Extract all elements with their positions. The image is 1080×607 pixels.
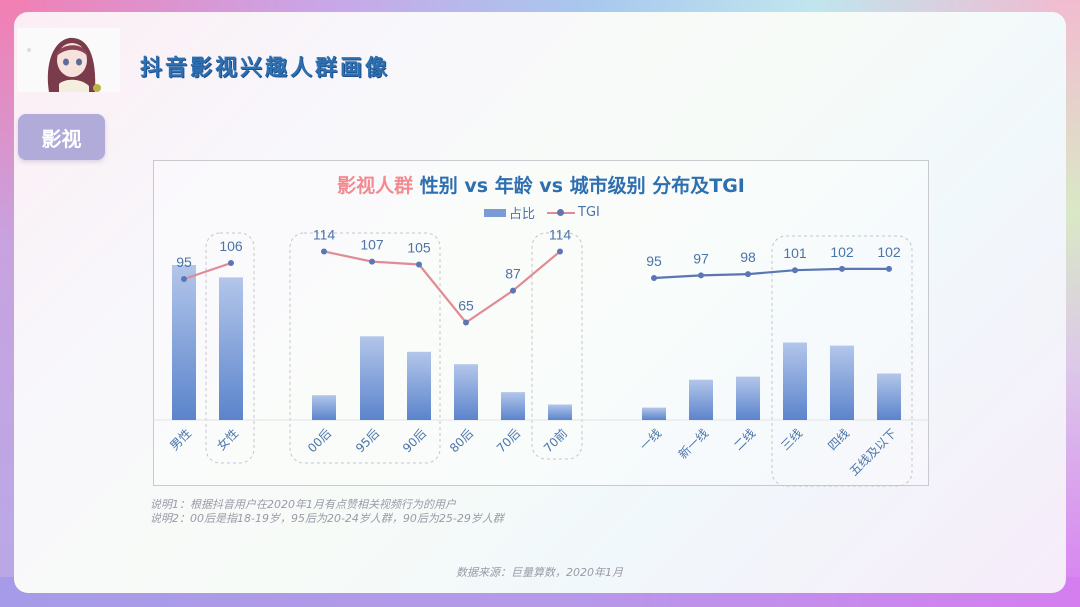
avatar-illustration-icon [17, 28, 120, 92]
svg-text:102: 102 [830, 244, 854, 260]
chart-container: 影视人群 性别 vs 年龄 vs 城市级别 分布及TGI 占比 TGI 95 10… [153, 160, 930, 487]
bar-新一线 [689, 379, 713, 420]
svg-text:00后: 00后 [305, 426, 334, 455]
svg-text:106: 106 [219, 238, 243, 254]
chart-plot-area: 95 106 114 107 105 65 87 114 95 97 98 101 102 102 男性 女性… [154, 226, 930, 487]
svg-text:87: 87 [505, 266, 521, 282]
bar-男性 [172, 265, 196, 420]
page-title: 抖音影视兴趣人群画像 [140, 56, 391, 81]
legend-bar-swatch-icon [484, 208, 506, 217]
svg-text:一线: 一线 [637, 426, 664, 453]
bar-三线 [783, 342, 807, 420]
svg-text:女性: 女性 [214, 426, 242, 454]
svg-text:102: 102 [877, 244, 901, 260]
svg-text:97: 97 [693, 250, 709, 266]
bar-95后 [360, 336, 384, 420]
bar-00后 [312, 395, 336, 420]
bar-80后 [454, 364, 478, 420]
chart-title-main: 性别 vs 年龄 vs 城市级别 分布及TGI [413, 175, 745, 197]
svg-text:90后: 90后 [400, 426, 429, 455]
svg-text:105: 105 [407, 240, 431, 256]
legend-bar-label: 占比 [509, 207, 536, 222]
svg-text:107: 107 [360, 237, 384, 253]
legend-line-label: TGI [578, 205, 600, 220]
bar-女性 [219, 277, 243, 420]
legend-line-swatch-icon [547, 208, 576, 216]
svg-text:70后: 70后 [494, 426, 523, 455]
svg-text:男性: 男性 [167, 426, 194, 453]
note-2: 说明2：00后是指18-19岁，95后为20-24岁人群，90后为25-29岁人… [150, 512, 504, 525]
chart-notes: 说明1：根据抖音用户在2020年1月有点赞相关视频行为的用户 说明2：00后是指… [150, 498, 504, 526]
svg-text:80后: 80后 [447, 426, 476, 455]
data-source: 数据来源：巨量算数，2020年1月 [456, 566, 623, 579]
svg-text:95: 95 [646, 253, 662, 269]
bar-70后 [501, 392, 525, 420]
svg-text:98: 98 [740, 249, 756, 265]
svg-text:114: 114 [549, 226, 572, 242]
bar-四线 [830, 345, 854, 420]
slide-card: 抖音影视兴趣人群画像 影视 影视人群 性别 vs 年龄 vs 城市级别 分布及T… [14, 12, 1066, 593]
bar-70前 [548, 404, 572, 420]
bar-90后 [407, 351, 431, 420]
anime-girl-avatar [17, 28, 120, 92]
svg-text:二线: 二线 [731, 426, 758, 453]
svg-text:114: 114 [313, 226, 336, 242]
bar-二线 [736, 376, 760, 420]
svg-text:新一线: 新一线 [675, 426, 711, 462]
note-1: 说明1：根据抖音用户在2020年1月有点赞相关视频行为的用户 [150, 498, 456, 511]
svg-text:95: 95 [176, 254, 192, 270]
chart-title: 影视人群 性别 vs 年龄 vs 城市级别 分布及TGI [154, 171, 928, 198]
svg-text:70前: 70前 [540, 426, 570, 456]
chart-title-accent: 影视人群 [337, 175, 414, 197]
bar-五线及以下 [877, 373, 901, 420]
svg-text:101: 101 [783, 245, 807, 261]
svg-text:四线: 四线 [825, 426, 852, 453]
category-tag: 影视 [18, 114, 105, 160]
svg-text:95后: 95后 [353, 426, 382, 455]
bar-一线 [642, 407, 666, 420]
chart-legend: 占比 TGI [484, 203, 600, 222]
svg-text:三线: 三线 [778, 426, 805, 453]
svg-text:五线及以下: 五线及以下 [847, 426, 899, 478]
svg-text:65: 65 [458, 298, 474, 314]
